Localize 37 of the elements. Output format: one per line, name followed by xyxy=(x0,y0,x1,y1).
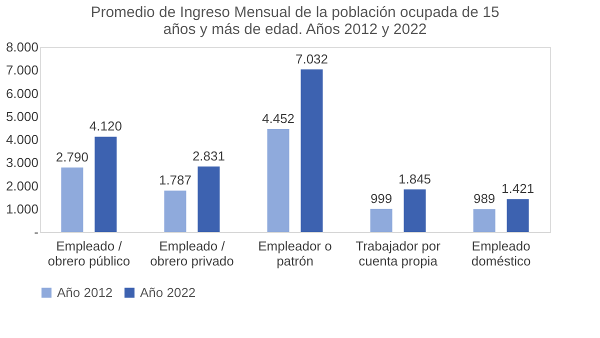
bar xyxy=(300,69,323,232)
bar xyxy=(198,166,220,232)
legend-label: Año 2022 xyxy=(140,284,196,300)
y-tick-label: 5.000 xyxy=(6,108,38,124)
data-label: 7.032 xyxy=(295,51,328,66)
data-label: 2.790 xyxy=(56,149,88,164)
data-label: 999 xyxy=(370,190,392,206)
legend-label: Año 2012 xyxy=(57,284,113,300)
y-tick-label: 7.000 xyxy=(6,62,38,78)
y-tick-label: 1.000 xyxy=(6,201,38,216)
bar xyxy=(506,199,529,232)
x-tick-label: Empleador o patrón xyxy=(258,238,332,268)
y-tick-label: 6.000 xyxy=(6,86,38,101)
data-label: 1.845 xyxy=(398,171,432,186)
y-tick-label: 4.000 xyxy=(6,132,38,147)
data-label: 1.787 xyxy=(158,172,192,188)
data-label: 4.452 xyxy=(262,111,295,126)
y-tick-label: 8.000 xyxy=(6,40,38,54)
x-tick-label: Empleado doméstico xyxy=(471,238,531,268)
x-tick-label: Empleado / obrero privado xyxy=(150,238,234,268)
bar xyxy=(164,190,186,232)
data-label: 1.421 xyxy=(502,181,534,196)
x-tick-label: Trabajador por cuenta propia xyxy=(356,238,442,268)
data-label: 4.120 xyxy=(89,118,122,134)
bar xyxy=(61,167,84,232)
chart-title: Promedio de Ingreso Mensual de la población ocupada de 15 años y más de edad. Años 2012 y 2022 xyxy=(90,4,500,38)
y-tick-label: 2.000 xyxy=(6,178,38,194)
bar xyxy=(370,208,392,232)
bar xyxy=(267,129,290,232)
bar xyxy=(94,136,117,232)
y-tick-label: 3.000 xyxy=(6,155,38,170)
bar xyxy=(473,209,496,232)
bar xyxy=(404,189,426,232)
y-tick-label: - xyxy=(34,224,38,240)
data-label: 2.831 xyxy=(192,148,225,164)
x-tick-label: Empleado / obrero público xyxy=(48,238,130,268)
data-label: 989 xyxy=(473,191,496,206)
